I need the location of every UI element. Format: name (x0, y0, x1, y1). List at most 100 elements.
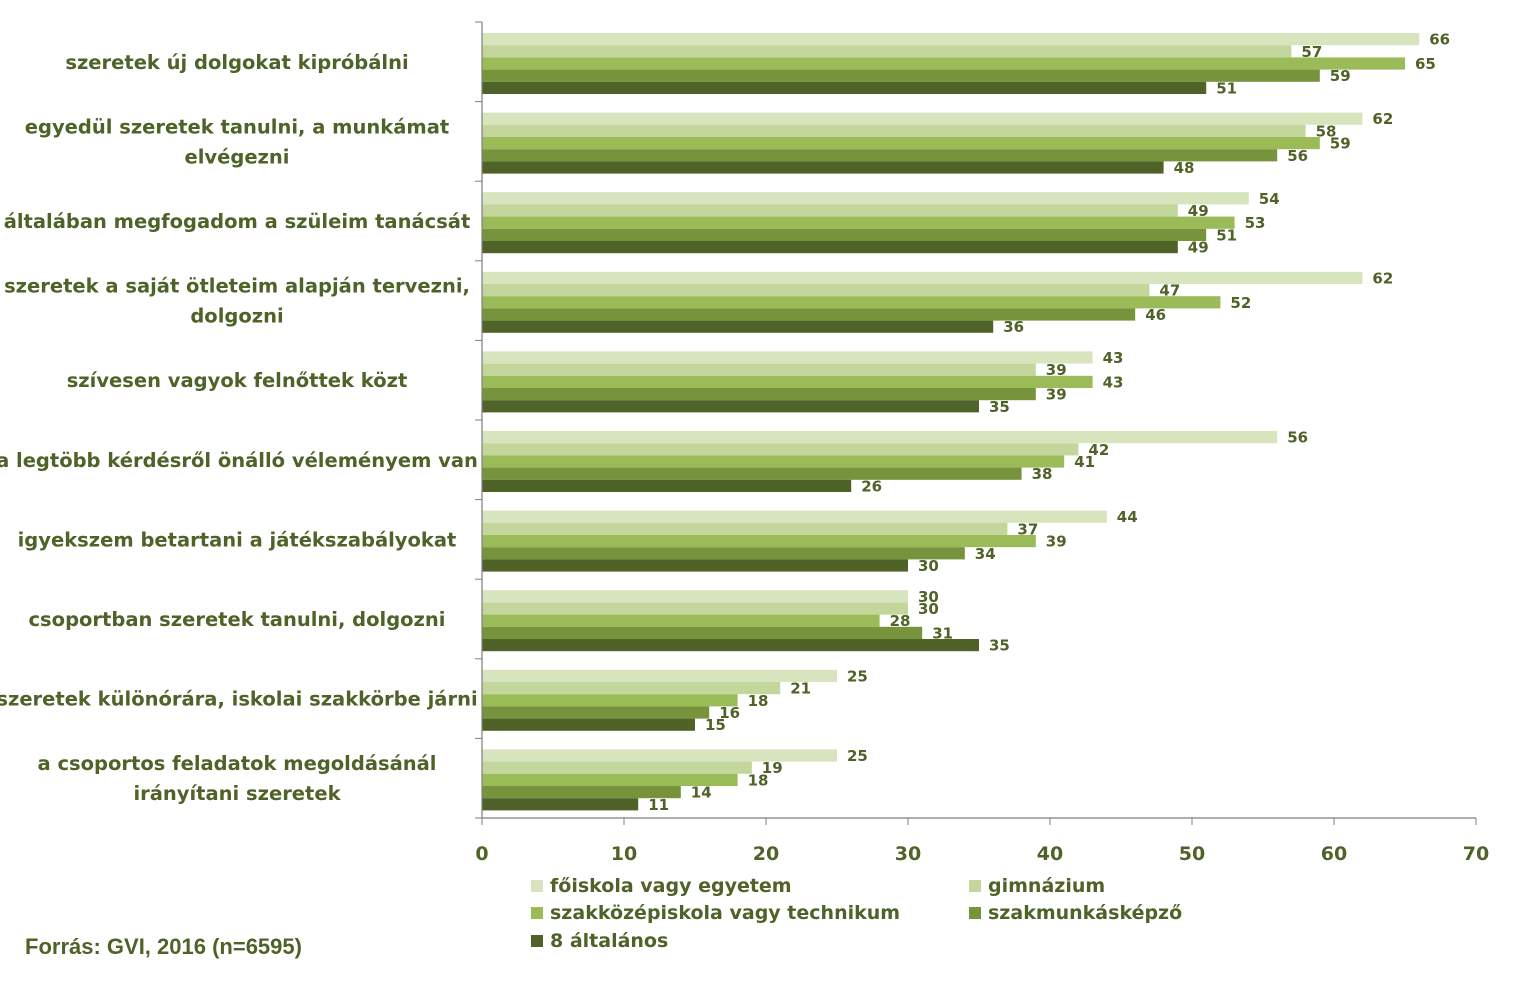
value-label: 28 (890, 612, 911, 630)
value-label: 54 (1259, 190, 1280, 208)
bar (482, 363, 1036, 376)
bar (482, 467, 1022, 480)
bar (482, 45, 1292, 58)
value-label: 19 (762, 759, 783, 777)
bar (482, 112, 1363, 125)
bar (482, 602, 908, 615)
bar (482, 535, 1036, 548)
bars-group (482, 33, 1420, 811)
value-label: 47 (1159, 282, 1180, 300)
legend-swatch (531, 880, 543, 892)
legend-label: főiskola vagy egyetem (550, 875, 792, 897)
value-label: 48 (1174, 159, 1195, 177)
x-tick-label: 10 (611, 843, 637, 865)
value-label: 15 (705, 716, 726, 734)
bar (482, 443, 1079, 456)
bar (482, 639, 979, 652)
value-label: 25 (847, 667, 868, 685)
value-label: 57 (1301, 43, 1322, 61)
bar (482, 400, 979, 413)
legend-label: gimnázium (988, 875, 1105, 897)
bar (482, 786, 681, 799)
bar (482, 749, 837, 762)
value-label: 62 (1372, 269, 1393, 287)
value-label: 25 (847, 747, 868, 765)
category-label: igyekszem betartani a játékszabályokat (18, 528, 457, 551)
bar (482, 614, 880, 627)
value-label: 59 (1330, 67, 1351, 85)
bar (482, 626, 923, 639)
legend-swatch (531, 935, 543, 947)
bar (482, 431, 1278, 444)
value-label: 35 (989, 637, 1010, 655)
bar (482, 81, 1207, 94)
bar (482, 284, 1150, 297)
x-tick-label: 40 (1037, 843, 1063, 865)
bar (482, 773, 738, 786)
value-labels-group: 6657655951625859564854495351496247524636… (648, 31, 1450, 814)
value-label: 31 (932, 624, 953, 642)
legend-swatch (969, 907, 981, 919)
bar (482, 33, 1420, 46)
value-label: 65 (1415, 55, 1436, 73)
category-label: szeretek a saját ötleteim alapján tervez… (4, 275, 470, 328)
legend-label: szakmunkásképző (988, 902, 1182, 924)
value-label: 30 (918, 600, 939, 618)
category-label: szívesen vagyok felnőttek közt (67, 369, 408, 392)
value-label: 62 (1372, 110, 1393, 128)
bar (482, 124, 1306, 137)
value-label: 39 (1046, 533, 1067, 551)
axes-group: 0 10 20 30 40 50 60 70 (475, 21, 1489, 865)
bar (482, 590, 908, 603)
value-label: 44 (1117, 508, 1138, 526)
bar (482, 388, 1036, 401)
value-label: 21 (790, 680, 811, 698)
bar (482, 320, 994, 333)
x-tick-label: 20 (753, 843, 779, 865)
value-label: 66 (1429, 31, 1450, 49)
bar (482, 192, 1249, 205)
value-label: 11 (648, 796, 669, 814)
bar (482, 706, 710, 719)
value-label: 43 (1103, 349, 1124, 367)
category-label: csoportban szeretek tanulni, dolgozni (29, 608, 446, 631)
value-label: 16 (719, 704, 740, 722)
value-label: 49 (1188, 202, 1209, 220)
value-label: 30 (918, 588, 939, 606)
x-tick-label: 60 (1321, 843, 1347, 865)
bar (482, 479, 852, 492)
legend-label: 8 általános (550, 930, 668, 952)
bar (482, 761, 752, 774)
bar (482, 204, 1178, 217)
value-label: 49 (1188, 239, 1209, 257)
bar (482, 547, 965, 560)
bar (482, 682, 781, 695)
value-label: 18 (748, 692, 769, 710)
value-label: 59 (1330, 135, 1351, 153)
bar (482, 798, 639, 811)
value-label: 56 (1287, 147, 1308, 165)
bar (482, 69, 1320, 82)
value-label: 38 (1032, 465, 1053, 483)
bar (482, 308, 1136, 321)
bar (482, 375, 1093, 388)
x-tick-label: 30 (895, 843, 921, 865)
category-label: szeretek új dolgokat kipróbálni (65, 51, 408, 74)
value-label: 34 (975, 545, 996, 563)
bar (482, 694, 738, 707)
value-label: 35 (989, 398, 1010, 416)
bar (482, 216, 1235, 229)
bar (482, 296, 1221, 309)
category-labels-group: szeretek új dolgokat kipróbálni egyedül s… (0, 51, 478, 805)
value-label: 36 (1003, 318, 1024, 336)
bar (482, 510, 1107, 523)
value-label: 53 (1245, 214, 1266, 232)
legend: főiskola vagy egyetem gimnázium szakközépi… (531, 875, 1182, 952)
bar (482, 161, 1164, 174)
category-label: a csoportos feladatok megoldásánál irányí… (38, 752, 437, 805)
bar (482, 351, 1093, 364)
category-label: általában megfogadom a szüleim tanácsát (4, 210, 471, 233)
value-label: 39 (1046, 361, 1067, 379)
bar (482, 522, 1008, 535)
